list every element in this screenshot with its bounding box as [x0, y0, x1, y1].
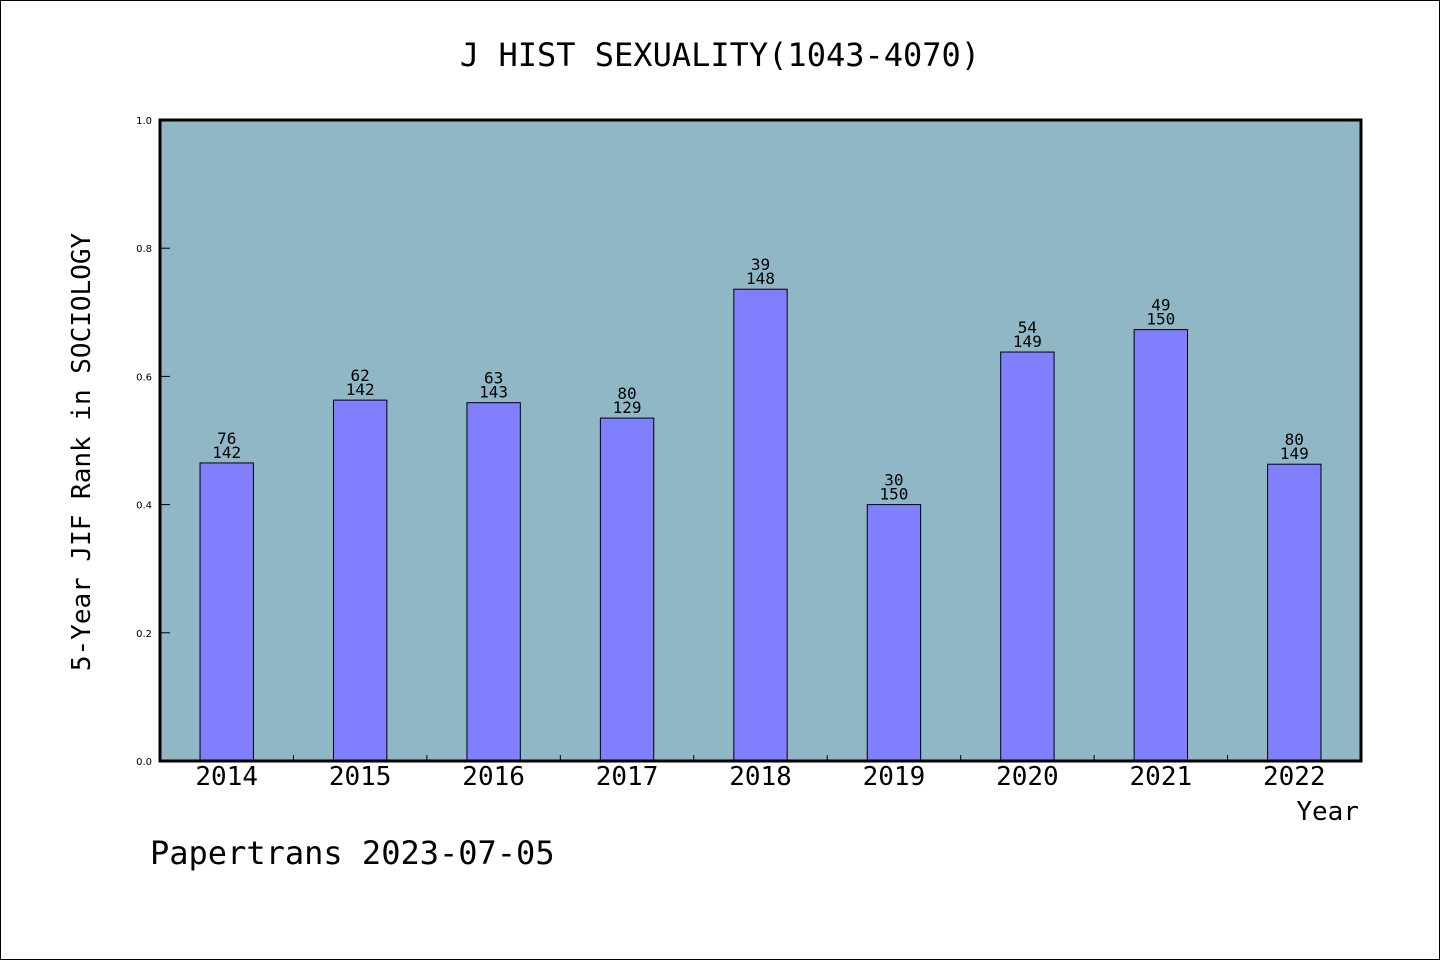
bar-label-total-2017: 129 — [613, 398, 642, 417]
x-tick-label-2020: 2020 — [996, 762, 1059, 792]
x-ticks-group: 2014 2015 2016 2017 2018 2019 2020 2021 2022 — [195, 755, 1326, 792]
bar-2021 — [1133, 329, 1189, 762]
y-tick-label-0.8: 0.8 — [136, 244, 152, 255]
y-tick-label-1.0: 1.0 — [136, 116, 152, 127]
bar-2019 — [866, 504, 922, 762]
x-tick-label-2017: 2017 — [596, 762, 659, 792]
x-tick-label-2022: 2022 — [1263, 762, 1326, 792]
bar-label-rank-2016: 63 — [484, 369, 503, 388]
credit-text: Papertrans 2023-07-05 — [150, 834, 555, 872]
x-tick-label-2014: 2014 — [195, 762, 258, 792]
plot-border — [158, 118, 1363, 763]
bar-label-total-2014: 142 — [212, 443, 241, 462]
y-axis-label: 5-Year JIF Rank in SOCIOLOGY — [67, 233, 97, 672]
bar-label-rank-2020: 54 — [1018, 318, 1037, 337]
bar-label-total-2016: 143 — [479, 383, 508, 402]
bars-group — [199, 288, 1322, 762]
bar-label-total-2015: 142 — [346, 380, 375, 399]
bar-label-rank-2017: 80 — [617, 384, 636, 403]
x-tick-label-2016: 2016 — [462, 762, 525, 792]
bar-label-rank-2015: 62 — [351, 366, 370, 385]
bar-2016 — [466, 402, 521, 762]
y-tick-label-0.2: 0.2 — [136, 629, 152, 640]
bar-2017 — [599, 417, 655, 762]
y-tick-label-0.6: 0.6 — [136, 372, 152, 383]
bar-2018 — [733, 288, 788, 762]
x-axis-label: Year — [1296, 797, 1359, 827]
bar-2022 — [1267, 463, 1322, 762]
bar-2020 — [1000, 351, 1055, 762]
x-tick-label-2019: 2019 — [863, 762, 926, 792]
bar-label-rank-2014: 76 — [217, 429, 236, 448]
x-tick-label-2015: 2015 — [329, 762, 392, 792]
bar-2015 — [332, 399, 388, 762]
bar-label-total-2019: 150 — [879, 485, 908, 504]
x-tick-label-2018: 2018 — [729, 762, 792, 792]
bar-label-total-2022: 149 — [1280, 444, 1309, 463]
y-tick-label-0.0: 0.0 — [136, 757, 152, 768]
bar-label-rank-2018: 39 — [751, 255, 770, 274]
bar-label-rank-2021: 49 — [1151, 296, 1170, 315]
x-tick-label-2021: 2021 — [1130, 762, 1193, 792]
bar-label-total-2021: 150 — [1146, 310, 1175, 329]
y-tick-label-0.4: 0.4 — [136, 501, 152, 512]
bar-2014 — [199, 462, 254, 762]
bar-label-total-2018: 148 — [746, 269, 775, 288]
bar-label-total-2020: 149 — [1013, 332, 1042, 351]
chart-title: J HIST SEXUALITY(1043-4070) — [460, 36, 980, 74]
bar-label-rank-2019: 30 — [884, 471, 903, 490]
bar-label-rank-2022: 80 — [1285, 430, 1304, 449]
